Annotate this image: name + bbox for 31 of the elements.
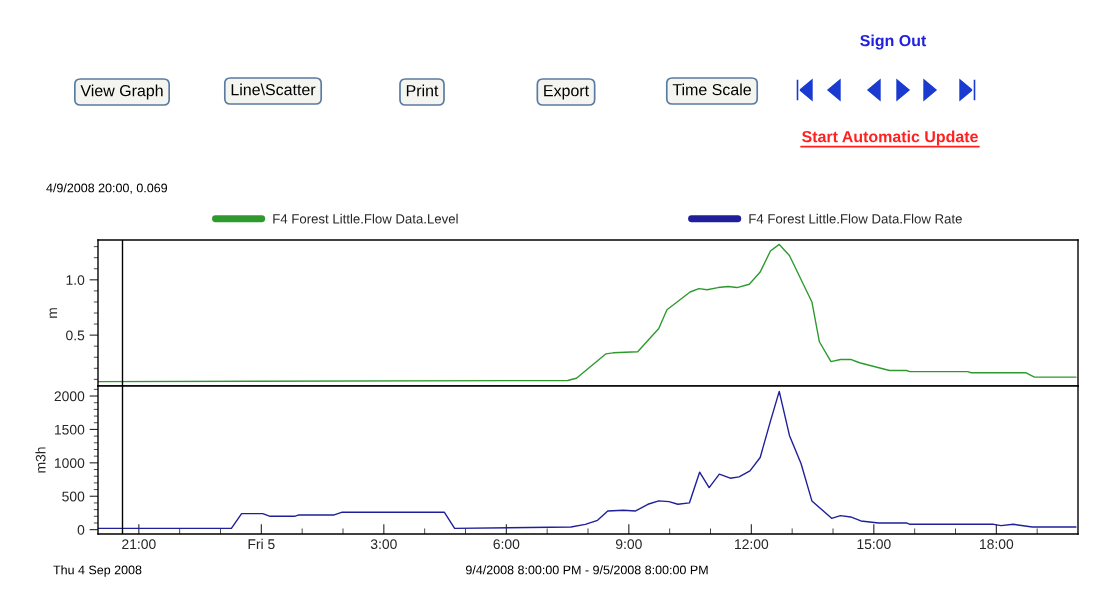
y-tick-label: 2000 xyxy=(54,391,85,402)
text: Start Automatic Update xyxy=(802,130,978,146)
y-tick-label: 0 xyxy=(77,524,85,535)
x-tick-label: 18:00 xyxy=(980,539,1014,550)
text: Time Scale xyxy=(672,83,751,96)
text: 9/4/2008 8:00:00 PM - 9/5/2008 8:00:00 PM xyxy=(465,565,708,575)
y-axis-title: m3h xyxy=(35,447,46,473)
text: Thu 4 Sep 2008 xyxy=(53,565,142,577)
y-tick-label: 500 xyxy=(62,491,85,502)
x-tick-label: Fri 5 xyxy=(248,538,275,550)
y-axis-title: m xyxy=(49,308,58,318)
y-tick-label: 1000 xyxy=(54,458,85,469)
text: Print xyxy=(406,84,439,97)
y-tick-label: 1.0 xyxy=(66,275,85,285)
text: Export xyxy=(544,85,589,100)
y-tick-label: 0.5 xyxy=(66,330,85,341)
text: View Graph xyxy=(80,84,163,100)
text: 4/9/2008 20:00, 0.069 xyxy=(46,183,168,194)
line-series xyxy=(98,243,1077,383)
x-tick-label: 6:00 xyxy=(493,539,520,550)
line-series xyxy=(98,390,1077,530)
text: Line\Scatter xyxy=(231,83,316,96)
legend-label: F4 Forest Little.Flow Data.Flow Rate xyxy=(749,213,962,224)
x-tick-label: 9:00 xyxy=(615,539,642,550)
x-tick-label: 12:00 xyxy=(735,539,769,550)
x-tick-label: 15:00 xyxy=(857,539,891,550)
text: Sign Out xyxy=(860,34,927,50)
x-tick-label: 21:00 xyxy=(122,539,156,550)
y-tick-label: 1500 xyxy=(54,424,85,435)
x-tick-label: 3:00 xyxy=(370,539,397,550)
legend-label: F4 Forest Little.Flow Data.Level xyxy=(273,213,458,224)
